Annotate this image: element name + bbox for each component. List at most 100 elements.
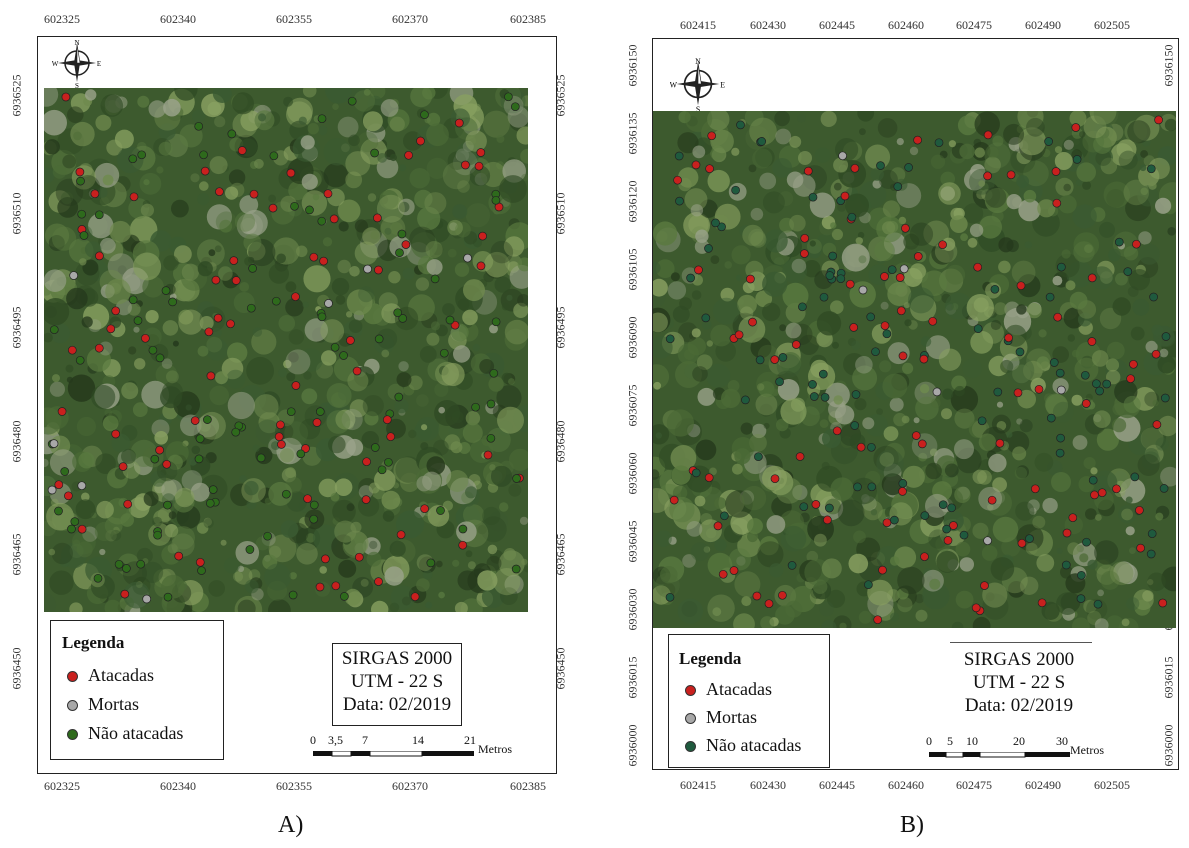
tree-marker — [977, 416, 987, 426]
tree-marker — [1136, 543, 1145, 553]
tree-marker — [1087, 337, 1097, 346]
tick-label: 602325 — [44, 12, 80, 26]
tree-marker — [973, 324, 983, 334]
tree-marker — [691, 160, 701, 170]
tree-marker — [871, 347, 880, 357]
scale-label: 14 — [412, 733, 424, 747]
tree-marker — [795, 452, 805, 461]
tree-marker — [1015, 347, 1025, 357]
tick-label: 602355 — [276, 12, 312, 26]
tree-marker — [675, 196, 684, 206]
tree-marker — [450, 320, 460, 330]
tree-marker — [200, 166, 210, 176]
tree-marker — [1072, 155, 1082, 164]
tree-marker — [153, 530, 162, 540]
tree-marker — [404, 150, 413, 160]
tree-marker — [1045, 292, 1055, 302]
tree-marker — [1017, 538, 1027, 548]
tree-marker — [1057, 262, 1066, 272]
tick-label: 6936480 — [553, 420, 568, 463]
tree-marker — [686, 273, 695, 283]
tree-marker — [1147, 529, 1157, 539]
tree-marker — [436, 506, 445, 515]
tree-marker — [1025, 534, 1034, 543]
tree-marker — [882, 518, 892, 528]
tree-marker — [674, 151, 684, 161]
tree-marker — [476, 148, 486, 157]
tree-marker — [850, 163, 860, 173]
compass-w: W — [670, 80, 678, 89]
tree-marker — [1056, 433, 1065, 443]
tree-marker — [281, 489, 291, 499]
tree-marker — [123, 499, 133, 509]
compass-w: W — [52, 60, 59, 68]
tree-marker — [277, 440, 286, 449]
tree-marker — [1151, 349, 1161, 359]
tree-marker — [317, 312, 327, 322]
tree-marker — [987, 495, 997, 505]
tick-label: 602475 — [956, 18, 992, 32]
tick-label: 6936150 — [625, 44, 640, 87]
tree-marker — [384, 457, 393, 467]
tick-label: 602430 — [750, 18, 786, 32]
tree-marker — [203, 415, 212, 424]
tree-marker — [1130, 472, 1140, 482]
tree-marker — [128, 154, 138, 164]
tick-label: 602445 — [819, 18, 855, 32]
tree-marker — [746, 274, 755, 284]
tree-marker — [820, 392, 830, 402]
tree-marker — [1006, 170, 1016, 180]
tree-marker — [1049, 358, 1059, 367]
scale-bar-a: 0 3,5 7 14 21 Metros — [310, 733, 530, 763]
datum-divider — [950, 642, 1092, 643]
tree-marker — [707, 131, 717, 141]
legend-item-attacked: Atacadas — [685, 679, 772, 700]
datum-line: UTM - 22 S — [350, 671, 444, 692]
tree-marker — [512, 474, 521, 483]
tree-marker — [474, 161, 484, 171]
tree-marker — [898, 479, 908, 488]
tree-marker — [398, 314, 408, 323]
tree-marker — [511, 564, 521, 574]
tree-marker — [1095, 386, 1104, 396]
tree-marker — [374, 265, 383, 275]
tree-marker — [938, 500, 948, 510]
tree-marker — [665, 334, 675, 344]
tree-marker — [374, 334, 384, 344]
tree-marker — [60, 467, 70, 476]
tree-marker — [995, 438, 1005, 448]
scale-ruler-icon — [313, 751, 474, 757]
tree-marker — [161, 286, 171, 295]
tree-marker — [395, 248, 404, 258]
tree-marker — [932, 387, 942, 397]
tree-marker — [397, 229, 407, 239]
tree-marker — [669, 495, 679, 505]
tree-marker — [290, 201, 299, 211]
tree-marker — [887, 265, 897, 275]
tree-marker — [867, 482, 877, 492]
tree-marker — [1112, 484, 1121, 494]
tree-marker — [296, 449, 306, 459]
tree-marker — [845, 279, 855, 289]
compass-n: N — [74, 39, 79, 47]
tree-marker — [691, 468, 701, 478]
tree-marker — [206, 371, 216, 381]
tree-marker — [288, 590, 298, 600]
tree-marker — [291, 292, 300, 302]
tree-marker — [401, 240, 411, 249]
tree-marker — [291, 381, 301, 390]
legend-b: Legenda Atacadas Mortas Não atacadas — [668, 634, 830, 768]
tree-marker — [439, 348, 449, 358]
tick-label: 602430 — [750, 778, 786, 792]
datum-line: SIRGAS 2000 — [963, 649, 1075, 670]
tree-marker — [913, 252, 923, 261]
tree-marker — [1092, 379, 1101, 389]
tree-marker — [1077, 570, 1086, 580]
tree-marker — [256, 453, 266, 463]
tree-marker — [1062, 528, 1072, 538]
not-attacked-marker-icon — [67, 729, 78, 741]
tree-marker — [476, 261, 486, 271]
tree-marker — [778, 590, 787, 600]
tick-label: 6936525 — [9, 74, 24, 117]
tree-marker — [711, 218, 720, 228]
